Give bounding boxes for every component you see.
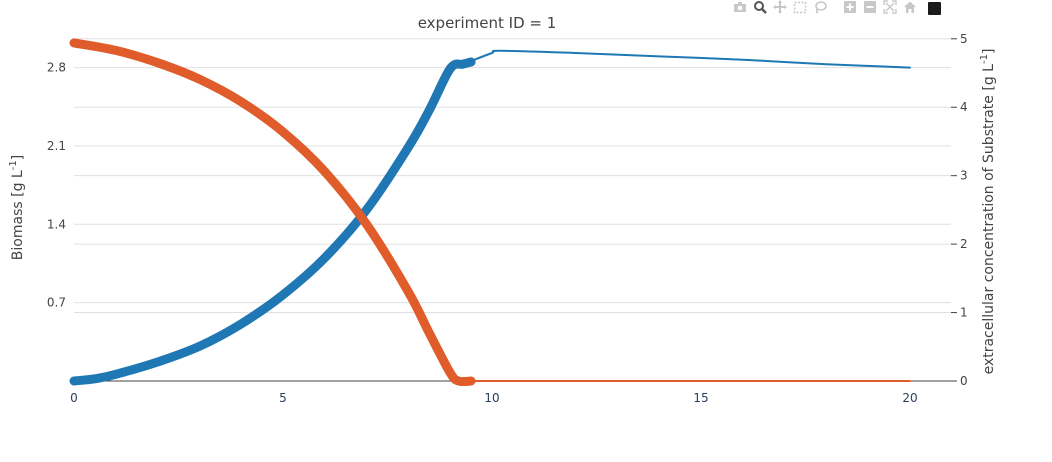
x-tick-label: 0: [70, 391, 78, 405]
pan-icon[interactable]: [772, 0, 788, 14]
y-right-tick-label: 5: [960, 32, 968, 46]
y-right-tick-label: 1: [960, 306, 968, 320]
chart-title: experiment ID = 1: [418, 14, 557, 32]
lasso-icon[interactable]: [812, 0, 828, 14]
home-icon[interactable]: [902, 0, 918, 14]
zoom-icon[interactable]: [752, 0, 768, 14]
y-right-tick-label: 4: [960, 100, 968, 114]
y-left-title-end: ]: [10, 155, 26, 160]
x-tick-label: 10: [484, 391, 499, 405]
biomass-line: [69, 57, 476, 386]
x-tick-label: 5: [279, 391, 287, 405]
axis-titles: Biomass [g L-1] extracellular concentrati…: [8, 49, 997, 375]
modebar: [732, 0, 941, 15]
autoscale-icon[interactable]: [882, 0, 898, 14]
zoom-in-icon[interactable]: [842, 0, 858, 14]
y-right-axis-title: extracellular concentration of Substrate…: [979, 49, 997, 375]
zoom-out-icon[interactable]: [862, 0, 878, 14]
series-group: [69, 38, 911, 387]
y-left-title-main: Biomass [g L: [10, 170, 26, 260]
y-right-title-end: ]: [981, 49, 997, 54]
y-left-tick-label: 2.8: [47, 61, 66, 75]
y-left-axis-title: Biomass [g L-1]: [8, 155, 26, 260]
substrate-line: [69, 38, 476, 387]
y-right-tick-label: 0: [960, 374, 968, 388]
camera-icon[interactable]: [732, 0, 748, 14]
plotly-logo-icon[interactable]: [928, 1, 941, 15]
x-tick-label: 20: [902, 391, 917, 405]
y-left-tick-label: 1.4: [47, 217, 66, 231]
gridlines: [74, 38, 951, 314]
box-select-icon[interactable]: [792, 0, 808, 14]
y-left-title-sup: -1: [8, 160, 19, 170]
y-right-title-main: extracellular concentration of Substrate…: [981, 64, 997, 375]
y-right-tick-label: 2: [960, 237, 968, 251]
biomass-line: [470, 49, 911, 69]
x-tick-label: 15: [693, 391, 708, 405]
y-left-tick-label: 2.1: [47, 139, 66, 153]
y-left-tick-label: 0.7: [47, 296, 66, 310]
y-right-title-sup: -1: [979, 54, 990, 64]
y-right-tick-label: 3: [960, 169, 968, 183]
